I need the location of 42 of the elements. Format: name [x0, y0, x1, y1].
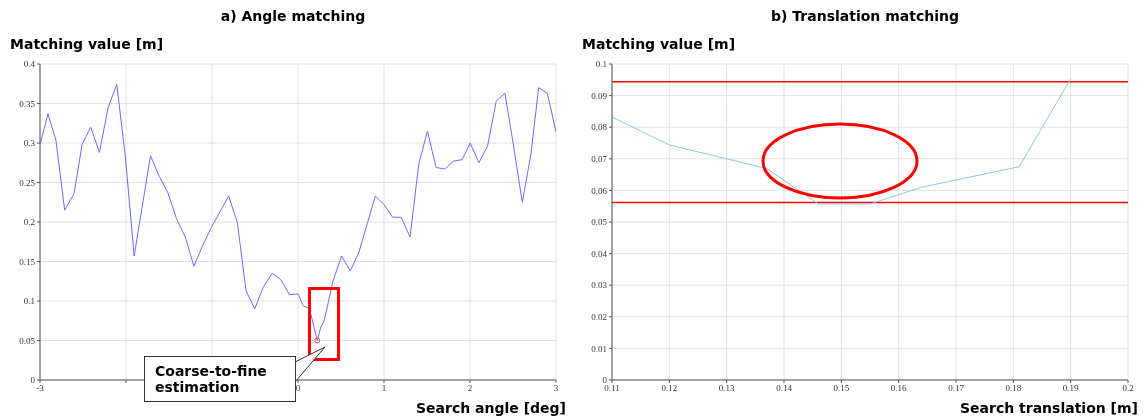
y-tick-label: 0.15 — [19, 256, 36, 267]
chart-title: a) Angle matching — [219, 8, 367, 24]
x-tick-label: 0.18 — [1005, 383, 1022, 394]
x-tick-label: -3 — [36, 383, 45, 394]
x-axis-title: Search angle [deg] — [415, 400, 566, 416]
y-tick-label: 0.08 — [591, 122, 608, 133]
y-tick-label: 0.02 — [591, 311, 607, 322]
x-tick-label: 0 — [295, 383, 301, 394]
y-tick-label: 0.04 — [591, 248, 608, 259]
y-axis-title: Matching value [m] — [582, 36, 736, 52]
chart-title: b) Translation matching — [770, 8, 960, 24]
y-tick-label: 0.1 — [595, 59, 607, 70]
annotation: Coarse-to-fine estimation — [144, 356, 296, 402]
y-tick-label: 0.09 — [591, 90, 608, 101]
y-tick-label: 0.2 — [23, 217, 35, 228]
y-axis-title: Matching value [m] — [10, 36, 164, 52]
x-tick-label: 0.13 — [718, 383, 736, 394]
x-tick-label: 0.19 — [1062, 383, 1080, 394]
x-tick-label: 0.12 — [661, 383, 678, 394]
y-tick-label: 0.06 — [591, 185, 608, 196]
y-tick-label: 0.1 — [23, 296, 35, 307]
x-tick-label: 0.11 — [604, 383, 620, 394]
y-tick-label: 0 — [602, 375, 608, 386]
y-tick-label: 0.03 — [591, 280, 608, 291]
x-tick-label: 0.14 — [776, 383, 793, 394]
y-tick-label: 0.07 — [591, 153, 608, 164]
x-tick-label: 0.17 — [948, 383, 965, 394]
y-tick-label: 0.05 — [19, 335, 36, 346]
x-axis-title: Search translation [m] — [960, 400, 1138, 416]
y-tick-label: 0.25 — [19, 177, 36, 188]
y-tick-label: 0.01 — [591, 343, 607, 354]
x-tick-label: 0.16 — [890, 383, 908, 394]
y-tick-label: 0.05 — [591, 217, 608, 228]
x-tick-label: 0.2 — [1122, 383, 1134, 394]
y-tick-label: 0 — [30, 375, 36, 386]
y-tick-label: 0.4 — [23, 59, 36, 70]
y-tick-label: 0.35 — [19, 98, 36, 109]
x-tick-label: 1 — [381, 383, 387, 394]
y-tick-label: 0.3 — [23, 138, 36, 149]
x-tick-label: 2 — [467, 383, 473, 394]
x-tick-label: 0.15 — [833, 383, 850, 394]
x-tick-label: 3 — [553, 383, 559, 394]
